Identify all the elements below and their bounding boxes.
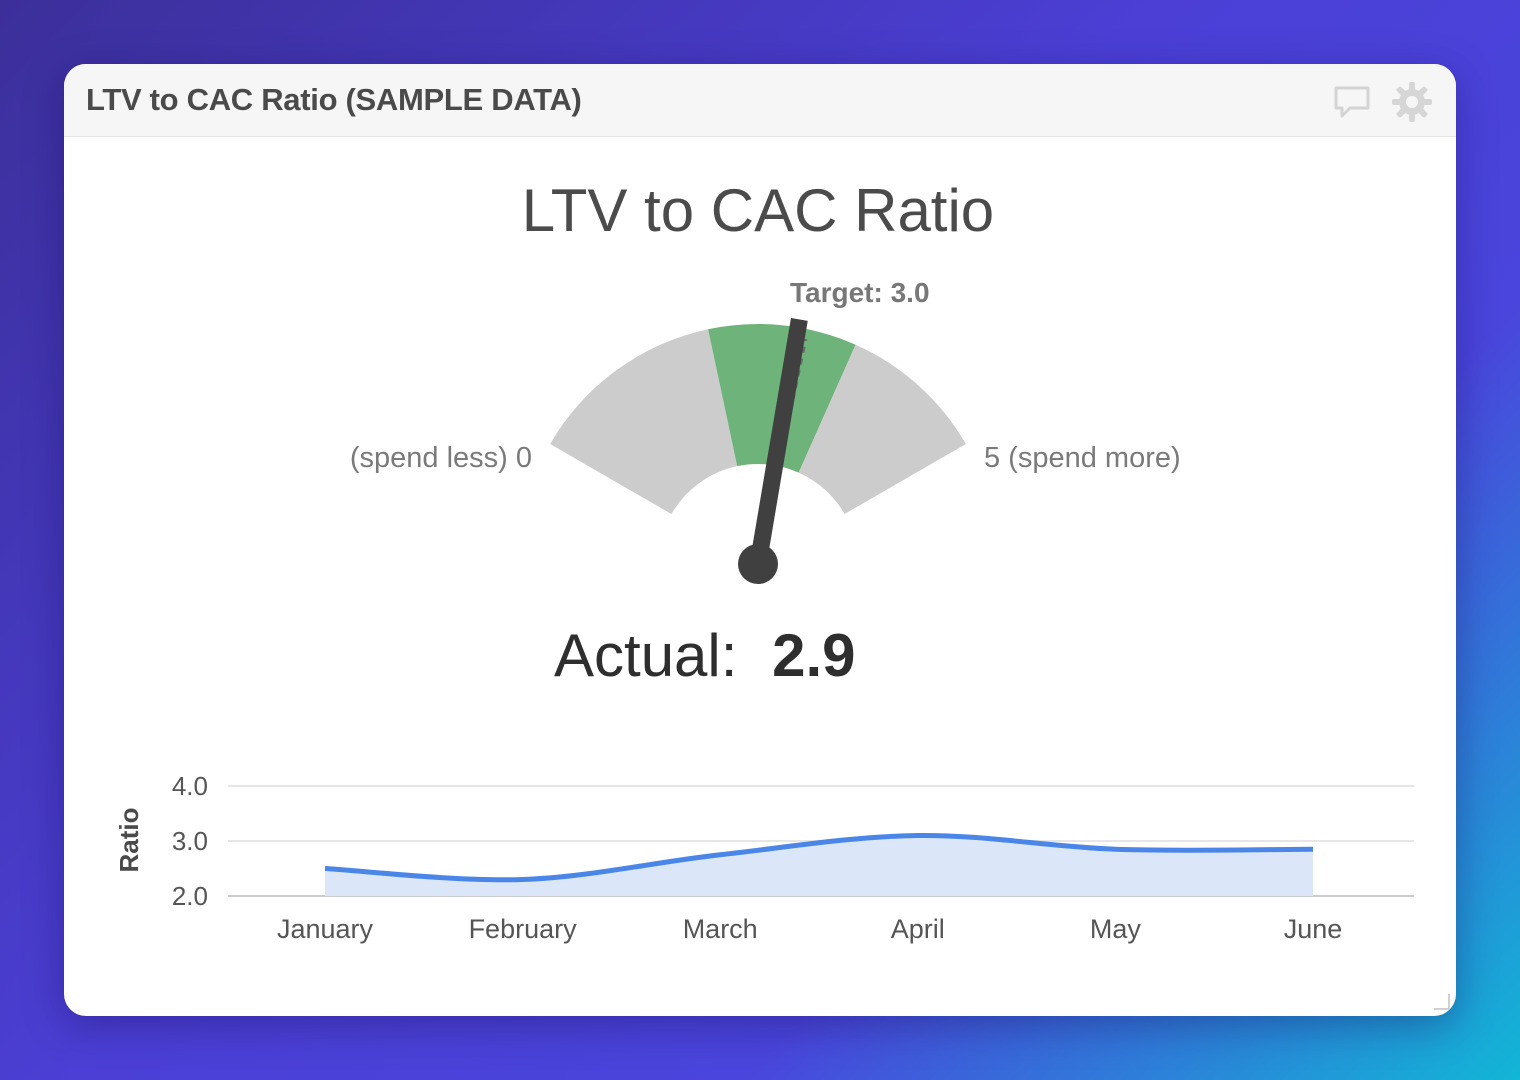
comment-icon[interactable] — [1330, 80, 1374, 124]
gauge-needle-hub — [738, 544, 778, 584]
target-label: Target: 3.0 — [790, 277, 930, 308]
gauge-title: LTV to CAC Ratio — [522, 177, 994, 244]
x-tick-label: May — [1090, 914, 1142, 944]
ltv-cac-widget: LTV to CAC Ratio Target: 3.0 (spend less… — [64, 64, 1456, 1016]
gauge-max-label: 5 (spend more) — [984, 442, 1181, 474]
gauge-min-label: (spend less) 0 — [350, 442, 532, 474]
gauge-band-high — [798, 344, 966, 514]
x-tick-label: April — [891, 914, 945, 944]
y-tick-label: 4.0 — [172, 771, 208, 801]
gauge-needle — [749, 318, 808, 566]
y-tick-label: 2.0 — [172, 881, 208, 911]
actual-prefix: Actual: — [554, 622, 737, 689]
y-axis-title: Ratio — [114, 808, 144, 873]
widget-title: LTV to CAC Ratio (SAMPLE DATA) — [86, 82, 582, 117]
x-tick-label: June — [1284, 914, 1343, 944]
trend-chart: Ratio 4.0 3.0 2.0 January February March April… — [114, 771, 1414, 944]
actual-readout: Actual: 2.9 — [554, 622, 856, 689]
y-tick-label: 3.0 — [172, 826, 208, 856]
gauge — [550, 318, 966, 584]
widget-canvas: LTV to CAC Ratio Target: 3.0 (spend less… — [114, 177, 1414, 944]
area-fill — [325, 835, 1313, 896]
gear-icon[interactable] — [1390, 80, 1434, 124]
actual-value: 2.9 — [772, 622, 855, 689]
widget-header: LTV to CAC Ratio (SAMPLE DATA) — [64, 64, 1456, 137]
x-tick-label: March — [683, 914, 758, 944]
x-tick-label: January — [277, 914, 374, 944]
x-tick-label: February — [469, 914, 578, 944]
series-line — [324, 832, 1314, 883]
gauge-band-low — [550, 329, 738, 514]
resize-handle[interactable] — [1434, 994, 1450, 1010]
